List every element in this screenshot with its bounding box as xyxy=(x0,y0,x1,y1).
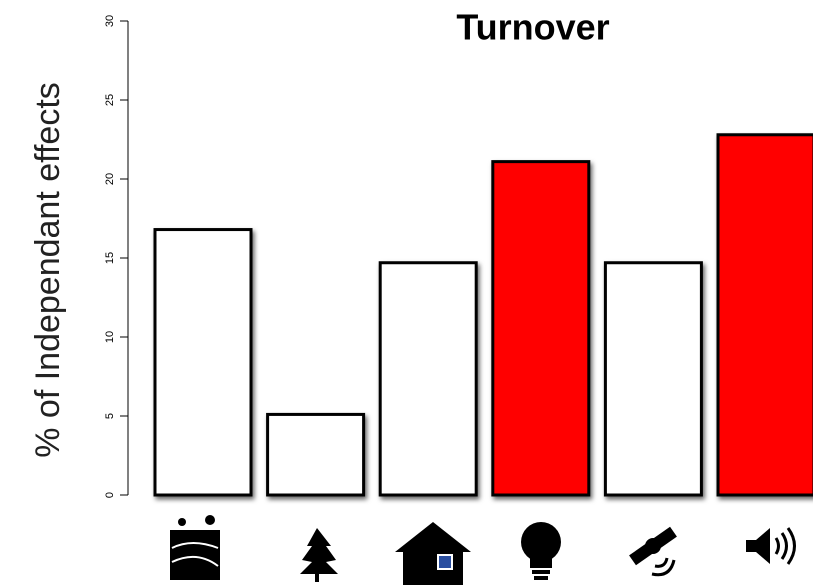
y-tick-label: 5 xyxy=(104,413,116,419)
speaker-icon xyxy=(746,527,796,565)
y-tick-label: 30 xyxy=(104,15,116,27)
tree-icon xyxy=(300,528,338,582)
y-tick-label: 20 xyxy=(104,173,116,185)
landscape-icon xyxy=(170,515,220,580)
satellite-icon xyxy=(629,526,677,577)
y-tick-label: 25 xyxy=(104,94,116,106)
chart-title: Turnover xyxy=(456,7,609,48)
bar xyxy=(491,160,591,497)
category-icons xyxy=(170,515,796,585)
bar xyxy=(378,261,478,497)
y-tick-label: 10 xyxy=(104,331,116,343)
bar xyxy=(603,261,703,497)
bar xyxy=(153,228,253,497)
bulb-icon xyxy=(521,522,561,580)
y-tick-label: 0 xyxy=(104,492,116,498)
y-axis-label: % of Independant effects xyxy=(29,82,67,458)
house-icon xyxy=(395,522,471,585)
y-tick-label: 15 xyxy=(104,252,116,264)
bar xyxy=(716,133,813,497)
bar xyxy=(266,412,366,497)
